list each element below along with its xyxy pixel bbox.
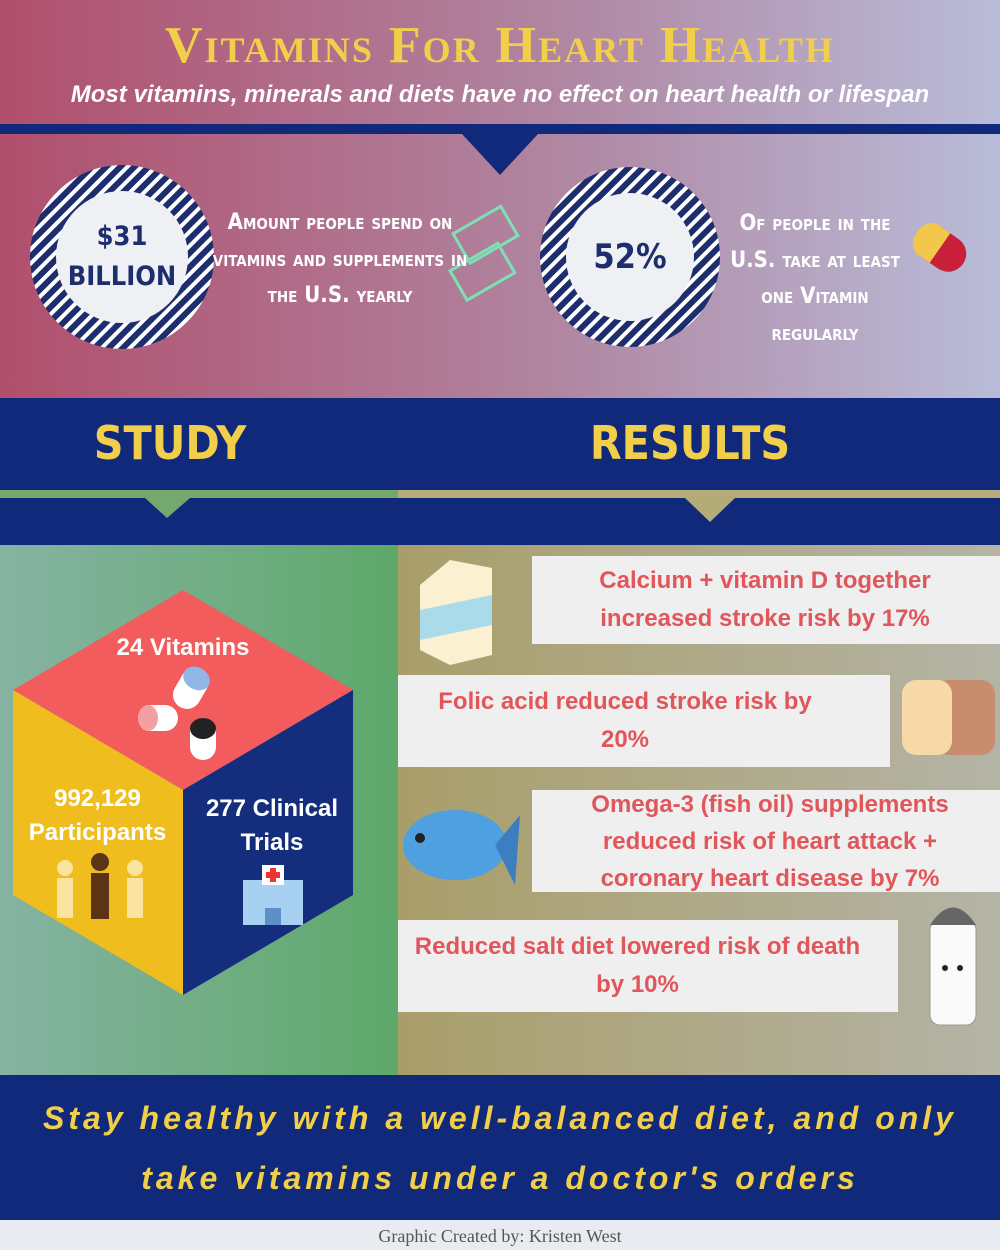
result-text: Reduced salt diet lowered risk of death … [414, 933, 861, 998]
column-heading: STUDY [93, 416, 247, 470]
footer-message: Stay healthy with a well-balanced diet, … [43, 1099, 957, 1196]
subtitle: Most vitamins, minerals and diets have n… [70, 81, 930, 108]
stat-text: Amount people spend on vitamins and supp… [212, 210, 468, 309]
stat-text: Of people in the U.S. take at least one … [730, 211, 900, 346]
cube-label: 992,129 Participants [28, 785, 167, 846]
result-text: Calcium + vitamin D together increased s… [599, 567, 931, 632]
stat-value: $31 Billion [67, 221, 177, 292]
result-text: Omega-3 (fish oil) supplements reduced r… [591, 790, 949, 892]
credit: Graphic Created by: Kristen West [378, 1225, 622, 1246]
cube-label: 24 Vitamins [116, 634, 250, 661]
column-heading: RESULTS [589, 416, 791, 470]
cube-label: 277 Clinical Trials [205, 795, 339, 856]
title: Vitamins For Heart Health [164, 16, 836, 74]
stat-value: 52% [593, 237, 667, 277]
result-text: Folic acid reduced stroke risk by 20% [438, 688, 812, 753]
